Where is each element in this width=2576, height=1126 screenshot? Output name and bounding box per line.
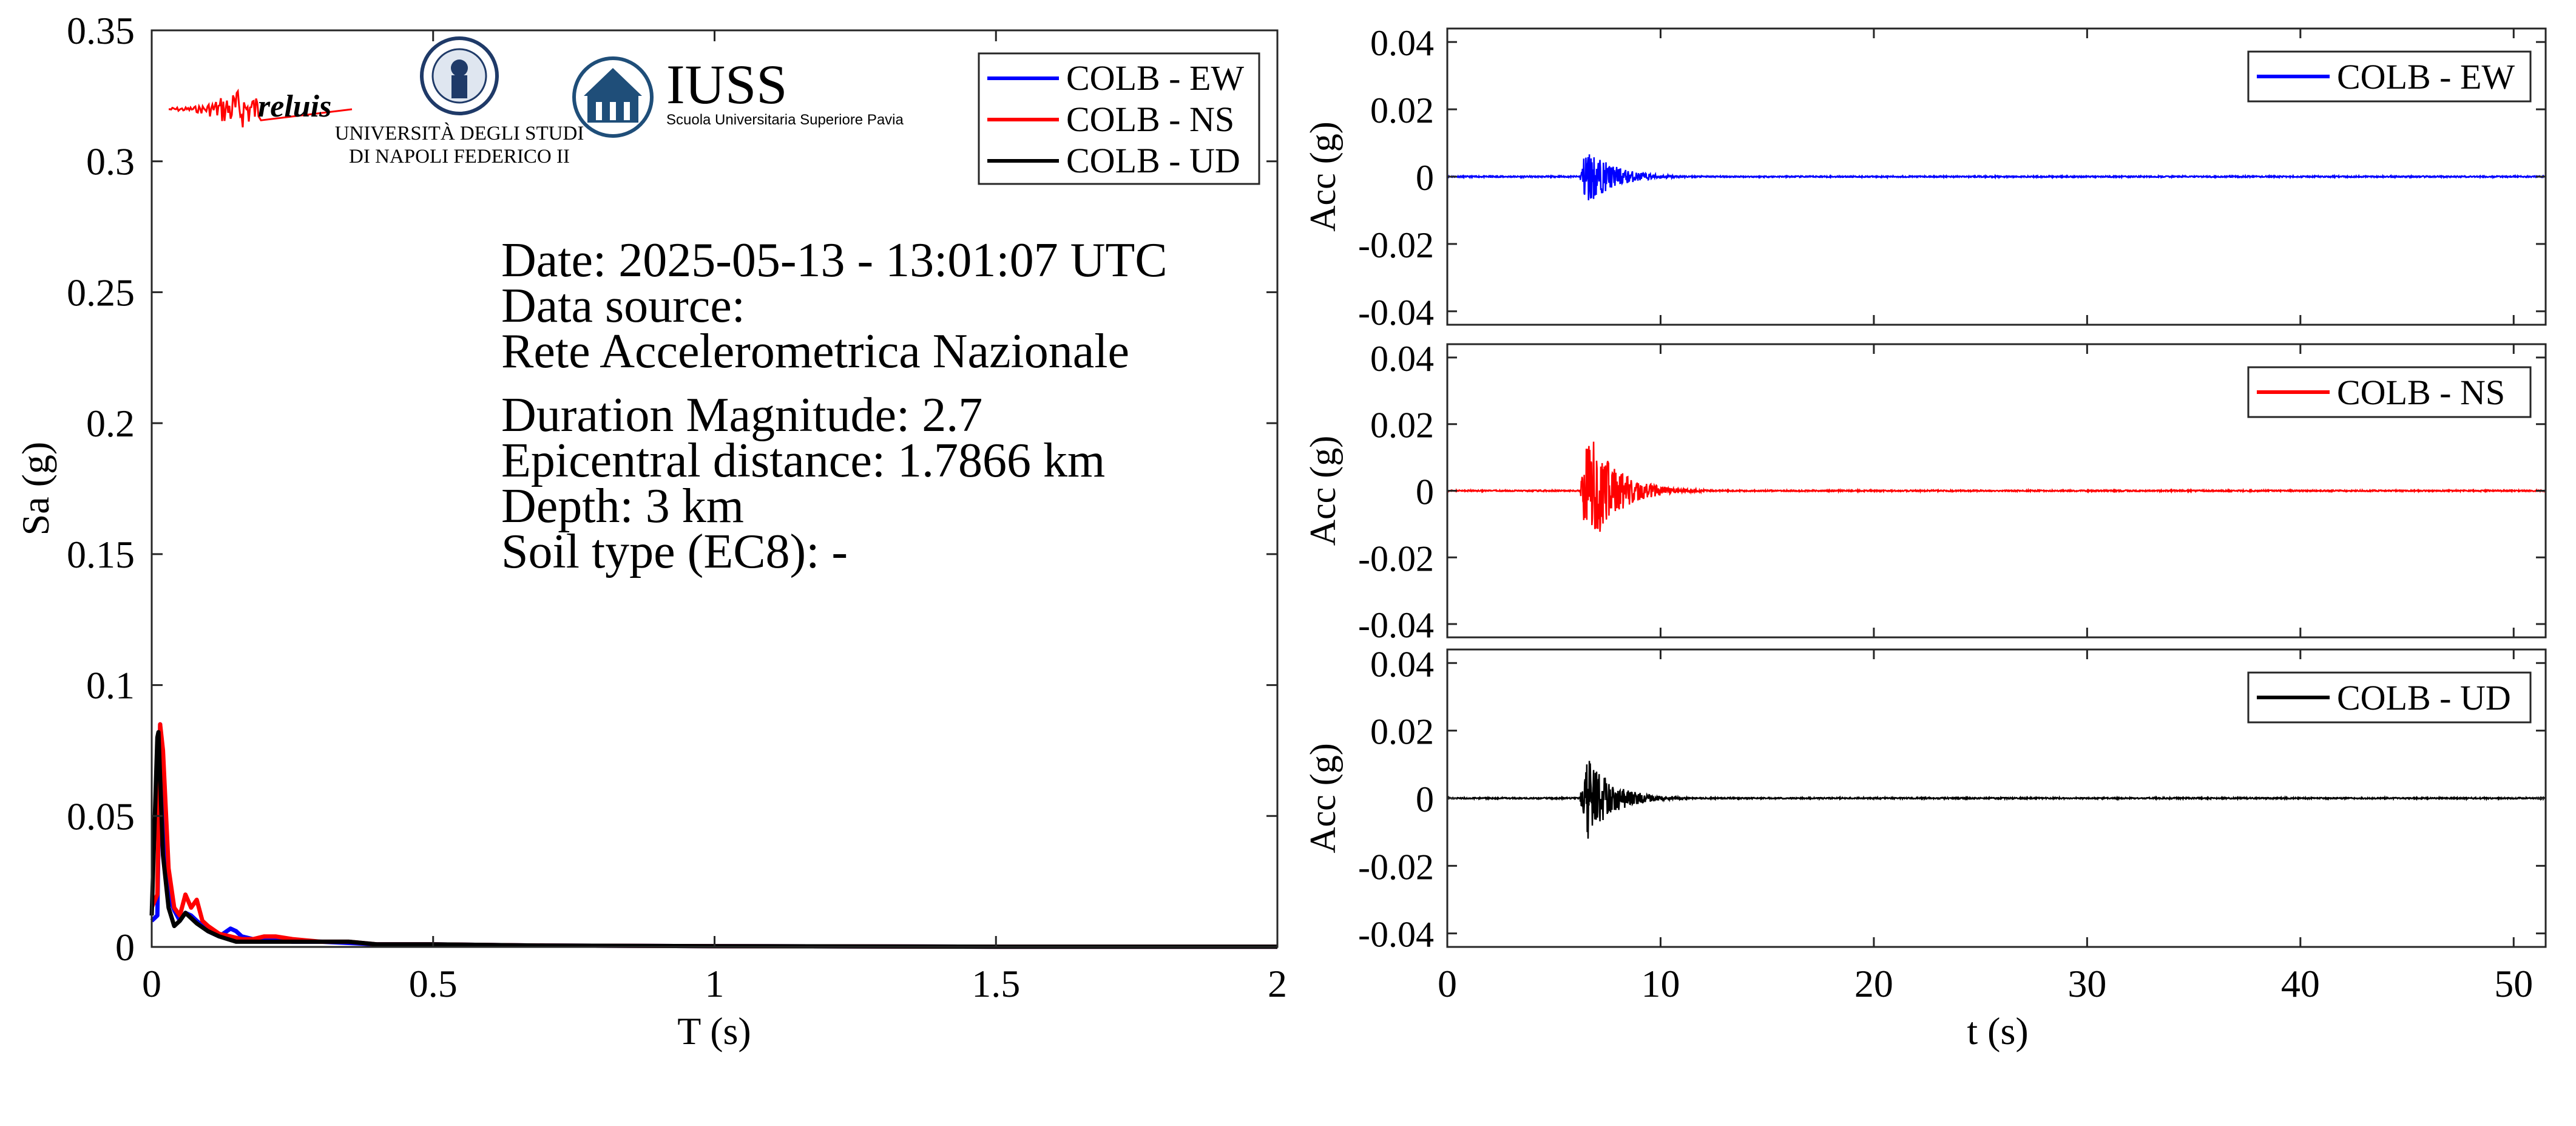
acc-xtick-label: 50 — [2494, 962, 2533, 1005]
reluis-wave-icon — [168, 88, 353, 127]
acc-xtick-label: 10 — [1641, 962, 1680, 1005]
info-soil: Soil type (EC8): - — [501, 525, 848, 578]
acc-ytick-label: 0.02 — [1370, 712, 1434, 752]
acc-trace-ew — [1446, 154, 2546, 200]
spectrum-xtick-label: 0.5 — [409, 962, 458, 1005]
acc-legend-label-ns: COLB - NS — [2337, 373, 2505, 412]
acc-ytick-label: -0.02 — [1358, 538, 1434, 578]
spectrum-ylabel: Sa (g) — [14, 442, 57, 536]
spectrum-legend: COLB - EW COLB - NS COLB - UD — [978, 52, 1260, 185]
reluis-logo: reluis — [168, 88, 353, 127]
spectrum-xtick-label: 1.5 — [972, 962, 1020, 1005]
acc-ytick-label: -0.04 — [1358, 915, 1434, 955]
spectrum-xlabel: T (s) — [677, 1009, 751, 1053]
info-distance: Epicentral distance: 1.7866 km — [501, 434, 1105, 487]
info-depth: Depth: 3 km — [501, 480, 744, 533]
response-spectrum-plot: 0 0.5 1 1.5 2 0 0.05 0.1 0.15 0.2 0.25 0.3 0.35 T (s… — [14, 9, 1287, 1053]
acc-ylabel-ud: Acc (g) — [1303, 743, 1343, 853]
iuss-logo: IUSS Scuola Universitaria Superiore Pavi… — [572, 53, 904, 138]
acc-legend-label-ew: COLB - EW — [2337, 57, 2515, 97]
acc-trace-ns — [1447, 441, 2546, 532]
unina-line2: DI NAPOLI FEDERICO II — [349, 146, 570, 168]
acc-ylabel-ns: Acc (g) — [1303, 436, 1343, 546]
reluis-logo-text: reluis — [258, 89, 331, 124]
acc-ytick-label: -0.04 — [1358, 293, 1434, 333]
acc-plot-ew: -0.04 -0.02 0 0.02 0.04 Acc (g) COLB - EW — [1303, 23, 2547, 333]
acc-plot-ud: 0 10 20 30 40 50 -0.04 -0.02 0 0.02 0.04 Acc (g) COL… — [1303, 644, 2547, 1005]
acc-ytick-label: -0.04 — [1358, 605, 1434, 645]
spectrum-ytick-label: 0 — [115, 926, 135, 969]
spectrum-xtick-label: 0 — [142, 962, 161, 1005]
acc-ylabel-ew: Acc (g) — [1303, 121, 1343, 232]
acc-ytick-label: 0.04 — [1370, 644, 1434, 684]
legend-label-ns: COLB - NS — [1066, 100, 1234, 139]
spectrum-series-group — [149, 722, 1277, 949]
unina-logo: UNIVERSITÀ DEGLI STUDI DI NAPOLI FEDERIC… — [335, 36, 584, 168]
spectrum-ytick-label: 0.15 — [67, 533, 135, 576]
info-source: Rete Accelerometrica Nazionale — [501, 325, 1129, 378]
acc-ytick-label: -0.02 — [1358, 225, 1434, 265]
event-info: Date: 2025-05-13 - 13:01:07 UTC Data sou… — [501, 234, 1168, 578]
legend-label-ew: COLB - EW — [1066, 58, 1244, 98]
acc-xtick-label: 0 — [1438, 962, 1457, 1005]
acc-ytick-label: 0.02 — [1370, 90, 1434, 131]
spectrum-line-ud — [149, 730, 1277, 949]
acc-xtick-label: 40 — [2281, 962, 2320, 1005]
legend-label-ud: COLB - UD — [1066, 141, 1240, 180]
acc-ytick-label: 0.04 — [1370, 23, 1434, 63]
unina-line1: UNIVERSITÀ DEGLI STUDI — [335, 122, 584, 144]
info-magnitude: Duration Magnitude: 2.7 — [501, 388, 982, 442]
acc-xlabel: t (s) — [1967, 1009, 2028, 1053]
acc-ytick-label: 0 — [1416, 472, 1434, 512]
spectrum-ytick-label: 0.3 — [86, 140, 135, 183]
acc-plot-ns: -0.04 -0.02 0 0.02 0.04 Acc (g) COLB - NS — [1303, 339, 2547, 645]
spectrum-ytick-label: 0.35 — [67, 9, 135, 52]
acc-xtick-label: 30 — [2067, 962, 2106, 1005]
acc-trace-ud — [1447, 761, 2546, 839]
acc-legend-label-ud: COLB - UD — [2337, 678, 2511, 717]
spectrum-ytick-label: 0.05 — [67, 795, 135, 838]
acc-xtick-label: 20 — [1854, 962, 1893, 1005]
iuss-title: IUSS — [666, 53, 787, 115]
acc-ytick-label: 0 — [1416, 158, 1434, 198]
spectrum-ticks: 0 0.5 1 1.5 2 0 0.05 0.1 0.15 0.2 0.25 0.3 0.35 — [67, 9, 1287, 1005]
acc-ytick-label: 0.04 — [1370, 339, 1434, 379]
spectrum-xtick-label: 1 — [705, 962, 725, 1005]
spectrum-ytick-label: 0.25 — [67, 271, 135, 314]
acc-ytick-label: -0.02 — [1358, 847, 1434, 887]
iuss-subtitle: Scuola Universitaria Superiore Pavia — [666, 112, 904, 128]
info-source-label: Data source: — [501, 279, 745, 333]
spectrum-ytick-label: 0.1 — [86, 664, 135, 707]
spectrum-xtick-label: 2 — [1268, 962, 1287, 1005]
acc-ytick-label: 0.02 — [1370, 405, 1434, 446]
spectrum-ytick-label: 0.2 — [86, 402, 135, 445]
info-date: Date: 2025-05-13 - 13:01:07 UTC — [501, 234, 1168, 287]
acc-ytick-label: 0 — [1416, 779, 1434, 819]
